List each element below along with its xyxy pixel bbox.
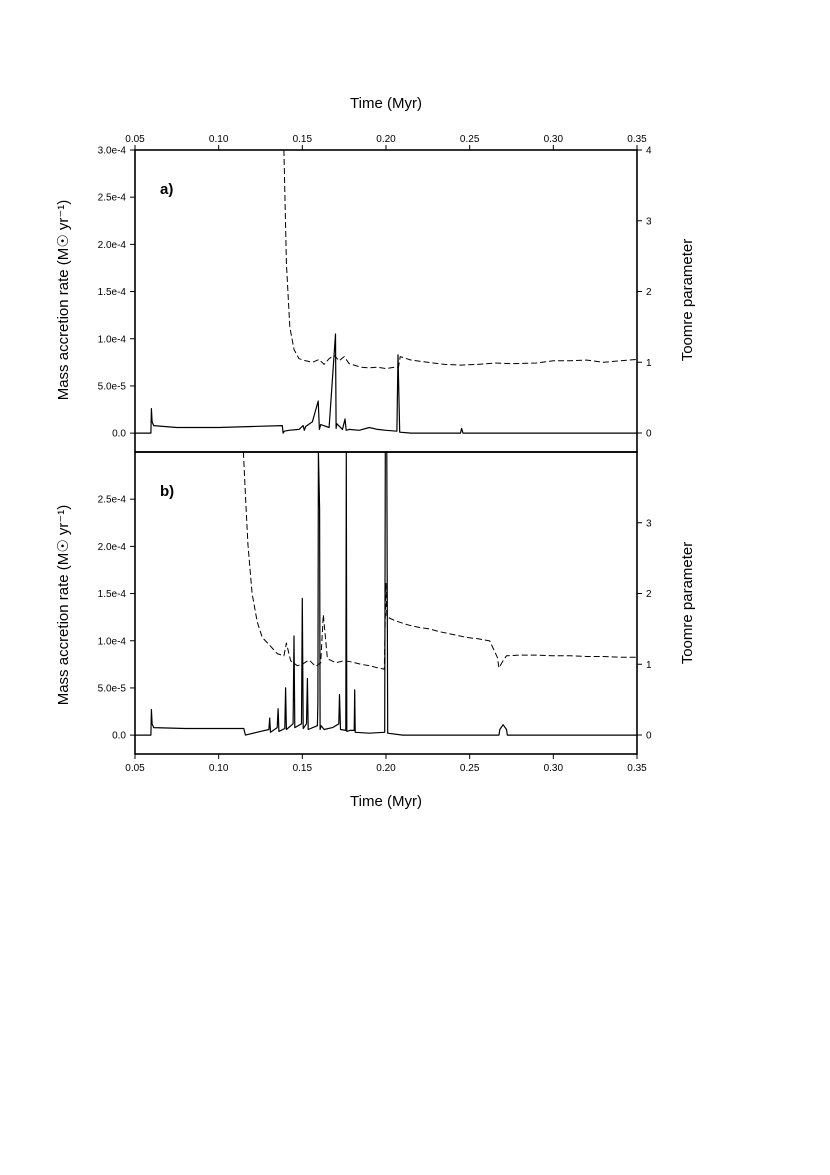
y-left-tick-label: 2.5e-4: [98, 193, 127, 204]
accretion-rate-line: [135, 451, 637, 736]
panel-b-x-bottom-title: Time (Myr): [350, 793, 422, 810]
y-left-tick-label: 2.0e-4: [98, 240, 127, 251]
panel-a-y-left-title: Mass accretion rate (M☉ yr⁻¹): [55, 200, 72, 401]
x-tick-label: 0.30: [544, 134, 564, 145]
x-tick-label: 0.15: [293, 134, 313, 145]
y-left-tick-label: 0.0: [112, 731, 126, 742]
panel-a-left-ticks: 0.0 5.0e-5 1.0e-4 1.5e-4 2.0e-4 2.5e-4 3.0e-4: [98, 146, 135, 440]
x-tick-label: 0.30: [544, 763, 564, 774]
panel-a-series: [135, 149, 638, 434]
x-tick-label: 0.05: [125, 134, 145, 145]
y-right-tick-label: 2: [646, 287, 652, 298]
y-right-tick-label: 3: [646, 216, 652, 227]
x-tick-label: 0.25: [460, 763, 480, 774]
panel-a-y-right-title: Toomre parameter: [679, 239, 696, 362]
y-right-tick-label: 2: [646, 589, 652, 600]
y-right-tick-label: 0: [646, 429, 652, 440]
y-right-tick-label: 1: [646, 358, 652, 369]
accretion-rate-line: [135, 333, 637, 434]
y-right-tick-label: 3: [646, 518, 652, 529]
x-tick-label: 0.10: [209, 763, 229, 774]
x-tick-label: 0.35: [627, 134, 647, 145]
y-left-tick-label: 2.5e-4: [98, 495, 127, 506]
panel-b-label: b): [160, 483, 174, 500]
x-tick-label: 0.25: [460, 134, 480, 145]
panel-a-top-ticks: 0.05 0.10 0.15 0.20 0.25 0.30 0.35: [125, 134, 647, 150]
x-tick-label: 0.15: [293, 763, 313, 774]
toomre-parameter-line: [283, 149, 638, 370]
panel-a-x-top-title: Time (Myr): [350, 95, 422, 112]
x-tick-label: 0.10: [209, 134, 229, 145]
panel-b-bottom-ticks: 0.05 0.10 0.15 0.20 0.25 0.30 0.35: [125, 754, 647, 774]
x-tick-label: 0.20: [376, 134, 396, 145]
y-left-tick-label: 1.0e-4: [98, 636, 127, 647]
y-right-tick-label: 1: [646, 660, 652, 671]
panel-a-label: a): [160, 181, 173, 198]
x-tick-label: 0.05: [125, 763, 145, 774]
panel-b-series: [135, 451, 637, 736]
x-tick-label: 0.20: [376, 763, 396, 774]
panel-a-right-ticks: 0 1 2 3 4: [637, 146, 652, 440]
y-left-tick-label: 1.0e-4: [98, 334, 127, 345]
y-left-tick-label: 5.0e-5: [98, 381, 127, 392]
toomre-parameter-line: [242, 451, 637, 670]
y-right-tick-label: 4: [646, 146, 652, 157]
panel-b-y-left-title: Mass accretion rate (M☉ yr⁻¹): [55, 505, 72, 706]
panel-b-right-ticks: 0 1 2 3: [637, 518, 652, 742]
y-left-tick-label: 1.5e-4: [98, 287, 127, 298]
x-tick-label: 0.35: [627, 763, 647, 774]
y-right-tick-label: 0: [646, 731, 652, 742]
y-left-tick-label: 2.0e-4: [98, 542, 127, 553]
panel-a-frame: [134, 149, 638, 453]
panel-a: 0.05 0.10 0.15 0.20 0.25 0.30 0.35 0.0 5.0e-5 1.…: [55, 95, 696, 453]
panel-b: 0.05 0.10 0.15 0.20 0.25 0.30 0.35 0.0 5.0e-5 1.…: [55, 451, 696, 810]
y-left-tick-label: 5.0e-5: [98, 683, 127, 694]
y-left-tick-label: 1.5e-4: [98, 589, 127, 600]
panel-b-y-right-title: Toomre parameter: [679, 542, 696, 665]
y-left-tick-label: 3.0e-4: [98, 146, 127, 157]
panel-b-left-ticks: 0.0 5.0e-5 1.0e-4 1.5e-4 2.0e-4 2.5e-4: [98, 495, 135, 742]
y-left-tick-label: 0.0: [112, 429, 126, 440]
